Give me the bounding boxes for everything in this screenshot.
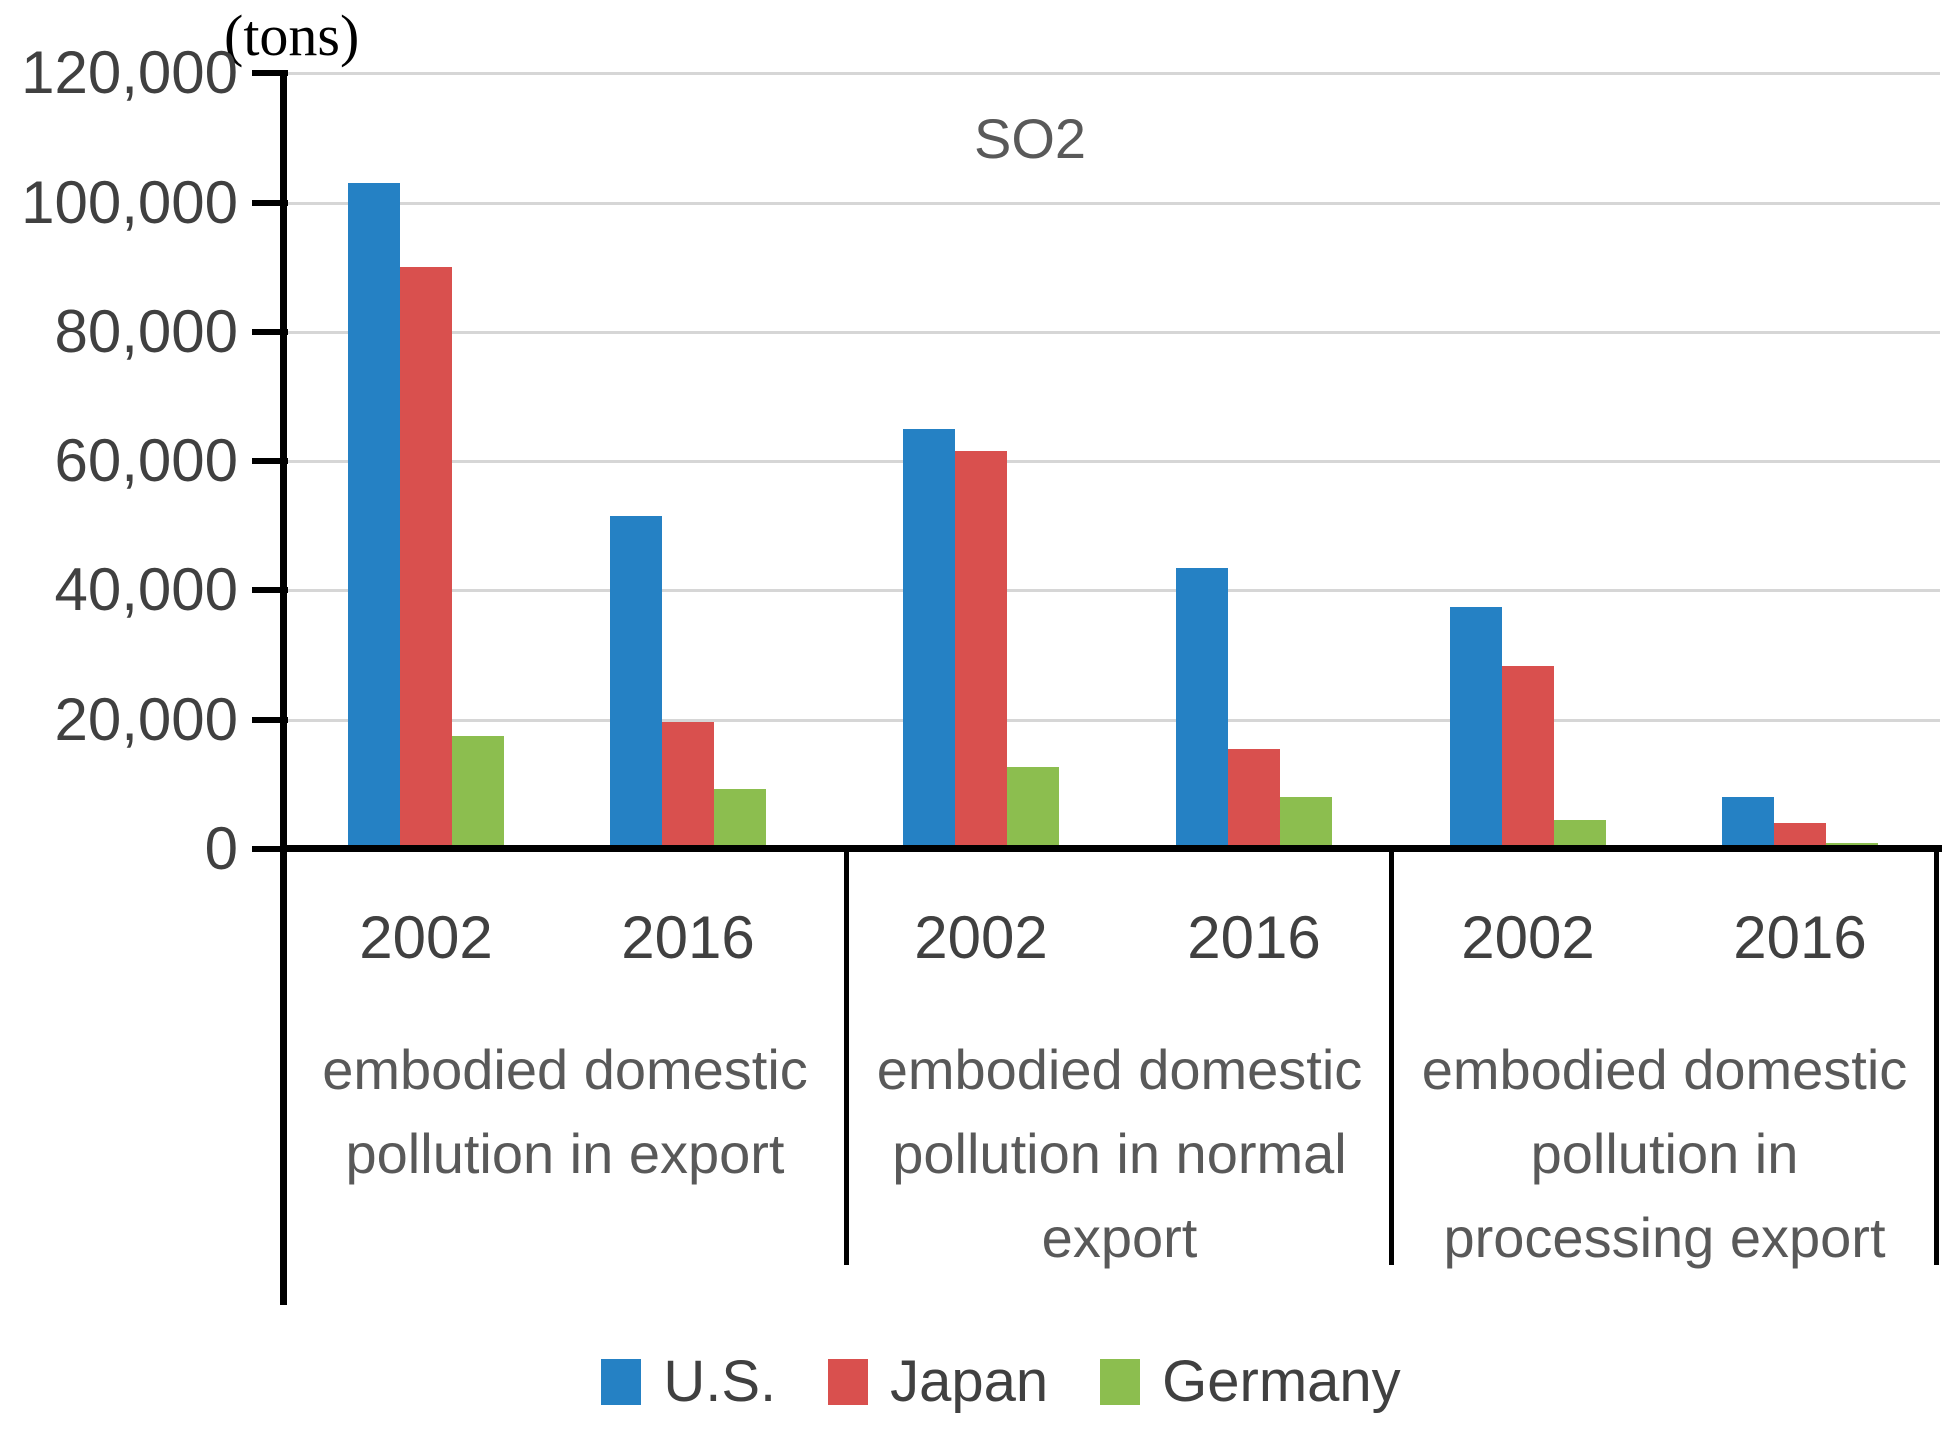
legend: U.S. Japan Germany [0, 1348, 1954, 1415]
y-axis-tick [252, 328, 288, 335]
grid-line [283, 201, 1940, 205]
group-label: embodied domestic pollution in export [322, 1038, 808, 1185]
y-axis-tick [252, 846, 288, 852]
bar-germany-2002 [1554, 820, 1606, 849]
bar-japan-2016 [1774, 823, 1826, 849]
y-tick-label: 100,000 [21, 168, 238, 236]
y-tick-label: 60,000 [54, 427, 238, 495]
bar-japan-2002 [955, 451, 1007, 849]
category-divider [1389, 851, 1394, 1265]
bar-japan-2002 [1502, 666, 1554, 849]
legend-label: Germany [1162, 1349, 1401, 1414]
y-axis-tick [252, 587, 288, 594]
bar-us-2002 [903, 429, 955, 849]
y-axis-tick [252, 458, 288, 465]
bar-germany-2002 [452, 736, 504, 849]
legend-item-japan: Japan [828, 1348, 1048, 1415]
legend-label: U.S. [663, 1349, 777, 1414]
bar-japan-2002 [400, 267, 452, 849]
year-label: 2016 [1187, 904, 1321, 971]
y-axis-units-label: (tons) [224, 3, 360, 68]
grid-line [283, 718, 1940, 722]
grid-line [283, 330, 1940, 334]
year-label: 2002 [914, 904, 1048, 971]
bar-us-2002 [348, 183, 400, 849]
y-tick-label: 40,000 [54, 556, 238, 624]
year-label: 2002 [359, 904, 493, 971]
legend-label: Japan [890, 1349, 1049, 1414]
legend-item-us: U.S. [601, 1348, 776, 1415]
y-tick-label: 0 [204, 815, 238, 882]
y-axis-tick [252, 199, 288, 206]
group-label: embodied domestic pollution in processin… [1421, 1038, 1908, 1269]
y-tick-label: 120,000 [21, 39, 238, 107]
legend-swatch-icon [828, 1358, 869, 1405]
x-axis-line [280, 845, 1942, 852]
bar-us-2016 [610, 516, 662, 849]
bar-germany-2002 [1007, 767, 1059, 849]
grid-line [283, 72, 1940, 76]
y-axis-tick [252, 716, 288, 723]
y-tick-label: 20,000 [54, 685, 238, 753]
category-divider [1934, 851, 1939, 1265]
year-label: 2016 [621, 904, 755, 971]
bar-germany-2016 [1280, 797, 1332, 849]
bar-us-2016 [1722, 797, 1774, 849]
year-label: 2016 [1733, 904, 1867, 971]
y-tick-label: 80,000 [54, 297, 238, 365]
legend-swatch-icon [601, 1358, 642, 1405]
bar-japan-2016 [1228, 749, 1280, 849]
year-label: 2002 [1461, 904, 1595, 971]
bar-japan-2016 [662, 722, 714, 849]
category-divider [844, 851, 849, 1265]
bar-germany-2016 [714, 789, 766, 849]
legend-item-germany: Germany [1100, 1348, 1401, 1415]
bar-us-2002 [1450, 607, 1502, 849]
bar-us-2016 [1176, 568, 1228, 849]
grid-line [283, 589, 1940, 593]
y-axis-tick [252, 70, 288, 77]
chart-title: SO2 [973, 107, 1087, 170]
group-label: embodied domestic pollution in normal ex… [876, 1038, 1363, 1269]
legend-swatch-icon [1100, 1358, 1141, 1405]
grid-line [283, 460, 1940, 464]
y-axis-line [280, 70, 287, 1305]
